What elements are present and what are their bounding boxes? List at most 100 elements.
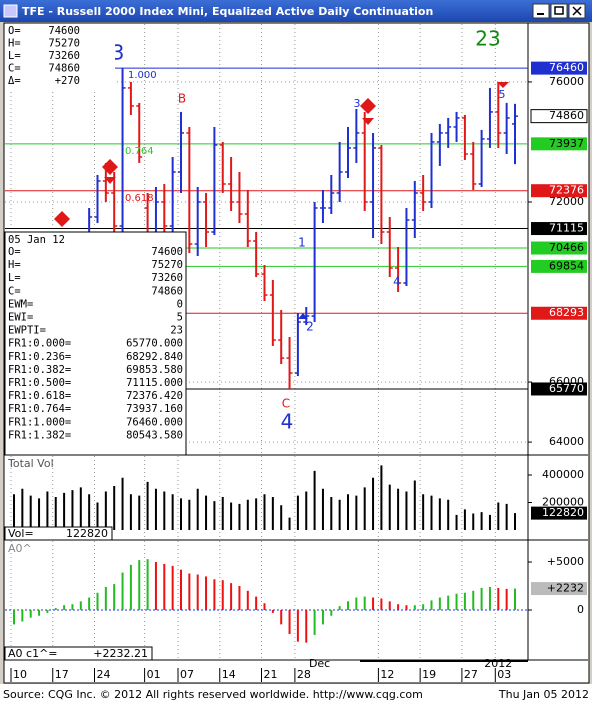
level-label-box bbox=[531, 137, 587, 151]
x-period-label: 2012 bbox=[484, 657, 512, 670]
volume-bar bbox=[154, 488, 157, 531]
plot: 6400066000720007600076460739377237671115… bbox=[4, 23, 588, 682]
panel-title: Total Vol bbox=[7, 457, 54, 470]
volume-bar bbox=[171, 494, 174, 531]
volume-bar bbox=[388, 484, 391, 531]
maximize-button[interactable] bbox=[550, 3, 568, 19]
info-value: 76460.000 bbox=[126, 416, 183, 428]
value-box-label: A0 c1^= bbox=[8, 647, 58, 660]
volume-bar bbox=[372, 477, 375, 531]
volume-bar bbox=[21, 488, 24, 531]
signal-diamond bbox=[360, 98, 376, 114]
info-label: H= bbox=[8, 38, 21, 50]
volume-bar bbox=[246, 499, 249, 531]
volume-bar bbox=[71, 490, 74, 531]
level-label-box bbox=[531, 61, 587, 75]
volume-bar bbox=[405, 491, 408, 531]
footer-source: Source: CQG Inc. © 2012 All rights reser… bbox=[3, 688, 423, 701]
panel-title: A0^ bbox=[8, 542, 32, 555]
info-value: 73937.160 bbox=[126, 403, 183, 415]
x-tick-label: 03 bbox=[497, 668, 511, 681]
minimize-button[interactable] bbox=[532, 3, 550, 19]
level-label: 70466 bbox=[549, 241, 584, 254]
volume-bar bbox=[113, 486, 116, 531]
volume-bar bbox=[488, 514, 491, 531]
info-label: FR1:0.236= bbox=[8, 351, 71, 363]
y-tick-label: 0 bbox=[577, 603, 584, 616]
info-label: FR1:0.500= bbox=[8, 377, 71, 389]
icon bbox=[572, 6, 582, 16]
volume-bar bbox=[271, 497, 274, 531]
level-label-box bbox=[531, 241, 587, 255]
level-label: 65770 bbox=[549, 382, 584, 395]
volume-bar bbox=[497, 502, 500, 531]
info-value: 80543.580 bbox=[126, 429, 183, 441]
info-value: 65770.000 bbox=[126, 338, 183, 350]
level-label: 69854 bbox=[549, 259, 584, 272]
x-tick-label: 27 bbox=[464, 668, 478, 681]
x-tick-label: 17 bbox=[55, 668, 69, 681]
info-value: 68292.840 bbox=[126, 351, 183, 363]
window-buttons[interactable] bbox=[532, 3, 586, 19]
y-tick-label: +5000 bbox=[547, 555, 584, 568]
volume-bar bbox=[79, 487, 82, 531]
volume-bar bbox=[196, 488, 199, 531]
volume-bar bbox=[280, 505, 283, 531]
x-period-label: Dec bbox=[309, 657, 330, 670]
volume-bar bbox=[205, 495, 208, 531]
volume-bar bbox=[221, 497, 224, 531]
info-value: +270 bbox=[55, 75, 80, 87]
volume-bar bbox=[455, 514, 458, 531]
value-box-value: 122820 bbox=[66, 527, 108, 540]
info-label: FR1:0.000= bbox=[8, 338, 71, 350]
info-top-box bbox=[5, 24, 115, 90]
volume-bar bbox=[472, 513, 475, 531]
volume-bar bbox=[255, 498, 258, 531]
volume-bar bbox=[96, 502, 99, 531]
overlay bbox=[54, 82, 509, 319]
info-label: O= bbox=[8, 246, 21, 258]
y-tick-label: 400000 bbox=[542, 468, 584, 481]
info-label: FR1:1.000= bbox=[8, 416, 71, 428]
volume-bar bbox=[514, 513, 516, 531]
info-value: 72376.420 bbox=[126, 390, 183, 402]
y-tick-label: 200000 bbox=[542, 496, 584, 509]
x-tick-label: 21 bbox=[264, 668, 278, 681]
annotation: 5 bbox=[499, 88, 506, 101]
volume-bar bbox=[29, 495, 32, 531]
volume-bar bbox=[146, 481, 149, 531]
annotation: 0.618 bbox=[125, 193, 154, 204]
last-value-label: +2232 bbox=[547, 582, 584, 595]
info-label: EWI= bbox=[8, 312, 33, 324]
last-value-label: 122820 bbox=[542, 506, 584, 519]
volume-bar bbox=[355, 495, 358, 531]
signal-arrow bbox=[497, 82, 509, 88]
volume-bar bbox=[288, 517, 291, 531]
level-label: 73937 bbox=[549, 137, 584, 150]
volume-bar bbox=[296, 495, 299, 531]
icon bbox=[554, 6, 564, 15]
info-value: 74860 bbox=[48, 63, 80, 75]
info-value: 73260 bbox=[151, 272, 183, 284]
x-tick-label: 10 bbox=[13, 668, 27, 681]
level-label: 72376 bbox=[549, 184, 584, 197]
info-value: 75270 bbox=[48, 38, 80, 50]
info-value: 74600 bbox=[48, 25, 80, 37]
volume-bar bbox=[305, 491, 308, 531]
info-value: 74600 bbox=[151, 246, 183, 258]
info-date: 05 Jan 12 bbox=[8, 234, 65, 246]
volume-bar bbox=[447, 499, 450, 531]
volume-bar bbox=[63, 492, 66, 531]
value-box-label: Vol= bbox=[8, 527, 34, 540]
volume-bar bbox=[463, 509, 466, 531]
volume-bar bbox=[321, 488, 324, 531]
signal-diamond bbox=[54, 211, 70, 227]
x-tick-label: 28 bbox=[297, 668, 311, 681]
y-tick-label: 76000 bbox=[549, 75, 584, 88]
volume-bar bbox=[422, 494, 425, 531]
volume-bar bbox=[13, 494, 15, 531]
title-bar bbox=[0, 0, 592, 22]
x-tick-label: 14 bbox=[222, 668, 236, 681]
volume-bar bbox=[230, 502, 233, 531]
